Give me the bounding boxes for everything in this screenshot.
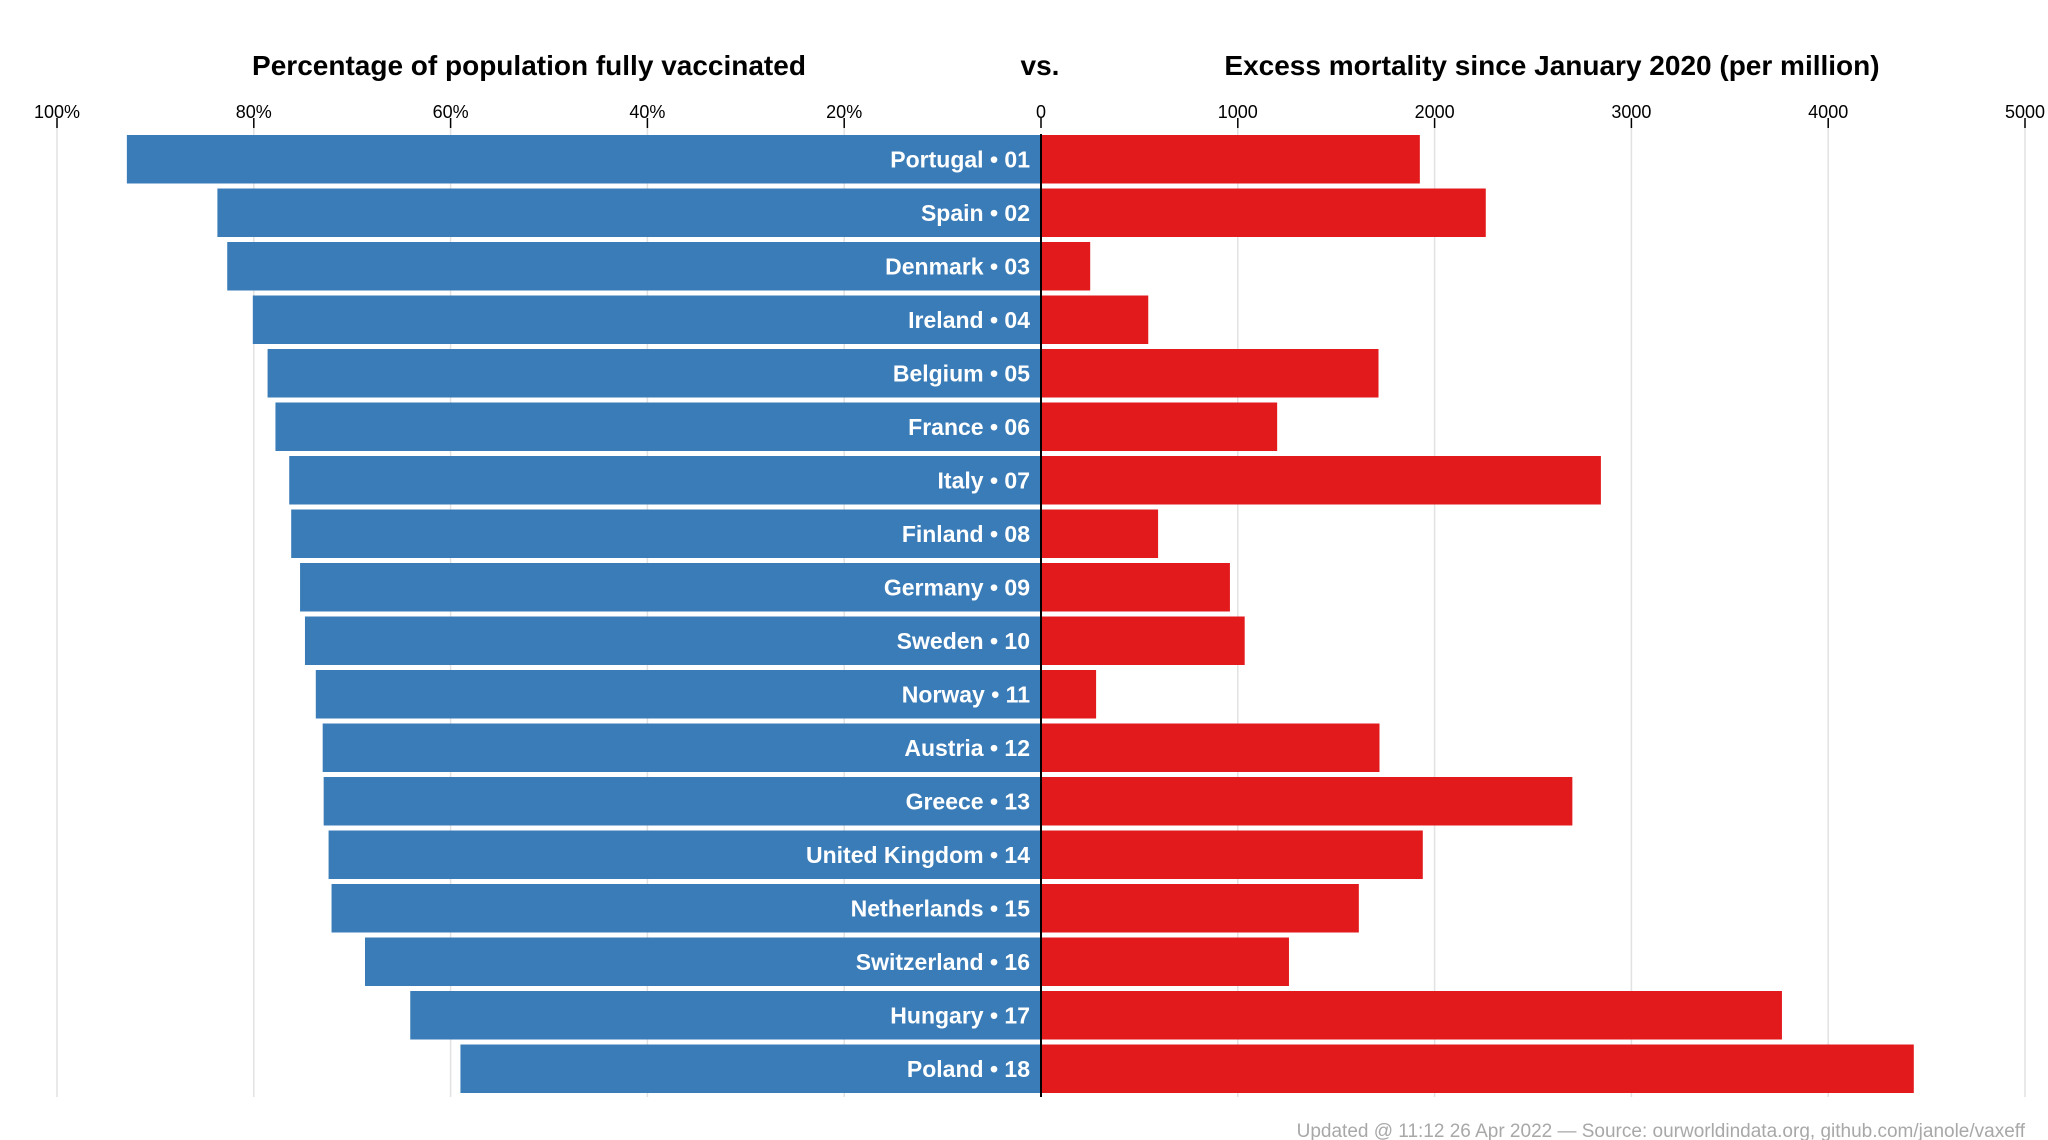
bar-excess-mortality (1041, 937, 1289, 986)
bars: Portugal • 01 Spain • 02 Denmark • 03 Irela… (126, 135, 1914, 1093)
tick-label-right: 2000 (1415, 102, 1455, 122)
tick-label-left: 20% (826, 102, 862, 122)
category-label: Poland • 18 (907, 1056, 1030, 1082)
bar-vaccinated (315, 670, 1041, 719)
tick-label-left: 100% (34, 102, 80, 122)
bar-vaccinated (217, 188, 1042, 237)
bar-excess-mortality (1041, 295, 1149, 344)
bar-excess-mortality (1041, 1044, 1914, 1093)
bar-excess-mortality (1041, 188, 1486, 237)
bar-vaccinated (304, 616, 1041, 665)
category-label: Denmark • 03 (885, 253, 1030, 279)
category-label: Germany • 09 (884, 574, 1030, 600)
tick-label-left: 0 (1036, 102, 1046, 122)
category-label: Finland • 08 (902, 521, 1030, 547)
bar-excess-mortality (1041, 135, 1420, 184)
bar-excess-mortality (1041, 670, 1097, 719)
bar-vaccinated (322, 723, 1041, 772)
tick-label-right: 3000 (1611, 102, 1651, 122)
bar-vaccinated (331, 884, 1041, 933)
bar-vaccinated (275, 402, 1041, 451)
category-label: Austria • 12 (904, 735, 1030, 761)
tick-label-right: 4000 (1808, 102, 1848, 122)
title-left: Percentage of population fully vaccinate… (252, 50, 806, 81)
bar-excess-mortality (1041, 242, 1091, 291)
bar-excess-mortality (1041, 991, 1782, 1040)
tick-label-right: 1000 (1218, 102, 1258, 122)
bar-vaccinated (291, 509, 1041, 558)
category-label: Sweden • 10 (897, 628, 1030, 654)
bar-vaccinated (252, 295, 1042, 344)
bar-vaccinated (300, 563, 1042, 612)
title-right: Excess mortality since January 2020 (per… (1224, 50, 1879, 81)
category-label: Italy • 07 (938, 467, 1030, 493)
title-vs: vs. (1021, 50, 1060, 81)
bar-vaccinated (126, 135, 1041, 184)
axis-ticks: 100% 80% 60% 40% 20% 0 1000 2000 3000 4000 5000 (34, 102, 2045, 128)
bar-vaccinated (289, 456, 1041, 505)
bar-excess-mortality (1041, 349, 1379, 398)
tick-label-left: 80% (236, 102, 272, 122)
category-label: France • 06 (908, 414, 1030, 440)
bar-vaccinated (323, 777, 1041, 826)
category-label: Hungary • 17 (890, 1002, 1030, 1028)
category-label: United Kingdom • 14 (806, 842, 1030, 868)
bar-excess-mortality (1041, 723, 1380, 772)
bar-vaccinated (460, 1044, 1041, 1093)
bar-excess-mortality (1041, 777, 1573, 826)
category-label: Ireland • 04 (908, 307, 1030, 333)
bar-excess-mortality (1041, 830, 1423, 879)
bar-excess-mortality (1041, 563, 1230, 612)
bar-excess-mortality (1041, 402, 1278, 451)
category-label: Switzerland • 16 (856, 949, 1030, 975)
bar-vaccinated (227, 242, 1041, 291)
tick-label-left: 60% (433, 102, 469, 122)
category-label: Portugal • 01 (890, 146, 1030, 172)
bar-vaccinated (364, 937, 1041, 986)
tick-label-left: 40% (629, 102, 665, 122)
bar-excess-mortality (1041, 884, 1359, 933)
category-label: Greece • 13 (906, 788, 1030, 814)
footer-source: Updated @ 11:12 26 Apr 2022 — Source: ou… (1297, 1121, 2026, 1140)
tick-label-right: 5000 (2005, 102, 2045, 122)
bar-excess-mortality (1041, 456, 1601, 505)
category-label: Norway • 11 (902, 681, 1030, 707)
bar-vaccinated (267, 349, 1041, 398)
category-label: Spain • 02 (921, 200, 1030, 226)
bar-excess-mortality (1041, 509, 1159, 558)
category-label: Belgium • 05 (893, 360, 1030, 386)
bar-vaccinated (328, 830, 1042, 879)
bar-excess-mortality (1041, 616, 1245, 665)
category-label: Netherlands • 15 (851, 895, 1031, 921)
bar-vaccinated (410, 991, 1042, 1040)
